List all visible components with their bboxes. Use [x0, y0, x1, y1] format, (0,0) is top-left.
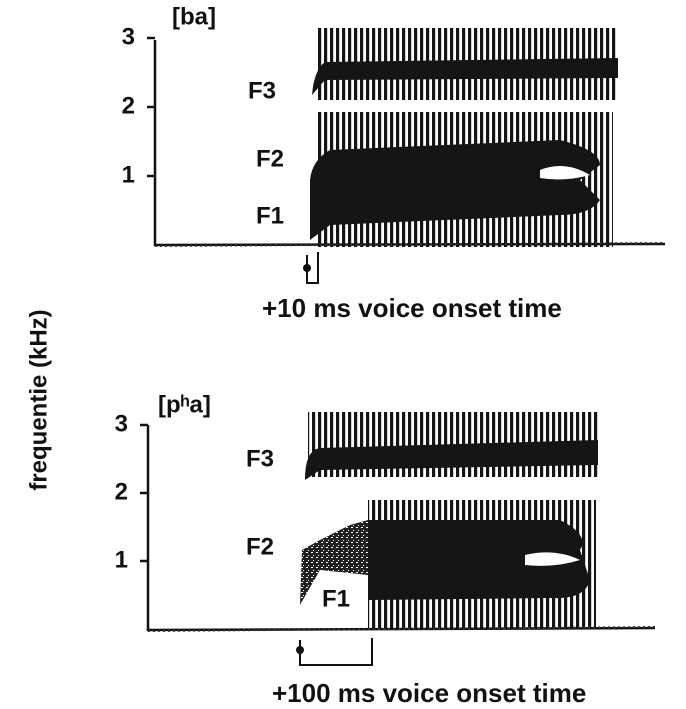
tick-label: 1 [115, 546, 128, 573]
spectrogram-pha [146, 412, 656, 666]
tick-label: 3 [115, 410, 128, 437]
caption: +100 ms voice onset time [272, 678, 586, 708]
spectrogram-ba [153, 28, 666, 284]
tick-label: 2 [115, 478, 128, 505]
formant-label: F3 [248, 77, 276, 104]
formant-label: F1 [256, 202, 284, 229]
y-axis-label: frequentie (kHz) [25, 309, 52, 490]
formant-label: F1 [322, 585, 350, 612]
tick-label: 2 [122, 92, 135, 119]
formant-label: F3 [246, 445, 274, 472]
caption: +10 ms voice onset time [262, 293, 562, 323]
tick-label: 1 [122, 161, 135, 188]
formant-label: F2 [256, 145, 284, 172]
panel-label: [ba] [172, 3, 216, 30]
formant-label: F2 [246, 533, 274, 560]
panel-label: [pʰa] [158, 391, 211, 418]
tick-label: 3 [122, 23, 135, 50]
